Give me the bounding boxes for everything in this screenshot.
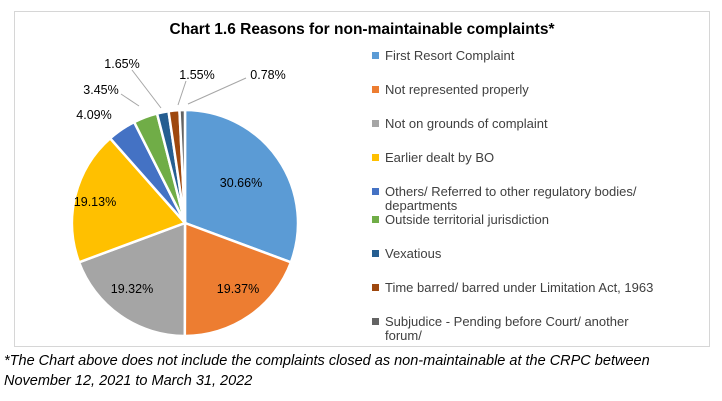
- pie-chart: 30.66% 19.37% 19.32% 19.13% 4.09% 3.45% 1.65% 1…: [70, 57, 300, 338]
- leader-line-7: [177, 80, 187, 106]
- chart-title: Chart 1.6 Reasons for non-maintainable c…: [169, 21, 555, 38]
- chart-legend: First Resort Complaint Not represented pr…: [372, 49, 704, 343]
- legend-label: Vexatious: [385, 246, 442, 261]
- legend-label: Not represented properly: [385, 82, 529, 97]
- data-label-7: 1.55%: [179, 68, 214, 82]
- pie-slice-3: [70, 136, 188, 264]
- pie-slice-8: [178, 108, 187, 224]
- data-label-1: 19.37%: [217, 282, 259, 296]
- legend-label: Outside territorial jurisdiction: [385, 212, 550, 227]
- legend-item-1: Not represented properly: [372, 83, 704, 97]
- chart-footnote: *The Chart above does not include the co…: [4, 353, 650, 389]
- pie-slice-2: [77, 221, 187, 338]
- leader-line-5: [120, 93, 140, 107]
- data-label-4: 4.09%: [76, 108, 111, 122]
- legend-marker-icon: [372, 188, 379, 195]
- legend-item-3: Earlier dealt by BO: [372, 151, 704, 165]
- legend-marker-icon: [372, 120, 379, 127]
- data-label-5: 3.45%: [83, 83, 118, 97]
- legend-item-8: Subjudice - Pending before Court/ anothe…: [372, 315, 704, 343]
- leader-line-6: [131, 69, 162, 109]
- legend-item-5: Outside territorial jurisdiction: [372, 213, 704, 227]
- pie-slice-0: [183, 108, 300, 264]
- legend-marker-icon: [372, 154, 379, 161]
- legend-label: Not on grounds of complaint: [385, 116, 548, 131]
- data-label-3: 19.13%: [74, 195, 116, 209]
- legend-label: Subjudice - Pending before Court/ anothe…: [385, 314, 629, 343]
- legend-label: First Resort Complaint: [385, 48, 515, 63]
- chart-panel: Chart 1.6 Reasons for non-maintainable c…: [14, 11, 710, 347]
- legend-item-0: First Resort Complaint: [372, 49, 704, 63]
- data-label-0: 30.66%: [220, 176, 262, 190]
- legend-label: Earlier dealt by BO: [385, 150, 495, 165]
- legend-marker-icon: [372, 86, 379, 93]
- data-label-6: 1.65%: [104, 57, 139, 71]
- legend-marker-icon: [372, 284, 379, 291]
- legend-item-7: Time barred/ barred under Limitation Act…: [372, 281, 704, 295]
- data-label-8: 0.78%: [250, 68, 285, 82]
- legend-marker-icon: [372, 216, 379, 223]
- legend-label: Time barred/ barred under Limitation Act…: [385, 280, 654, 295]
- data-label-2: 19.32%: [111, 282, 153, 296]
- pie-slice-1: [183, 221, 293, 338]
- legend-marker-icon: [372, 52, 379, 59]
- legend-marker-icon: [372, 318, 379, 325]
- legend-item-2: Not on grounds of complaint: [372, 117, 704, 131]
- legend-label: Others/ Referred to other regulatory bod…: [385, 184, 637, 213]
- legend-marker-icon: [372, 250, 379, 257]
- legend-item-4: Others/ Referred to other regulatory bod…: [372, 185, 704, 213]
- leader-line-8: [187, 77, 247, 105]
- legend-item-6: Vexatious: [372, 247, 704, 261]
